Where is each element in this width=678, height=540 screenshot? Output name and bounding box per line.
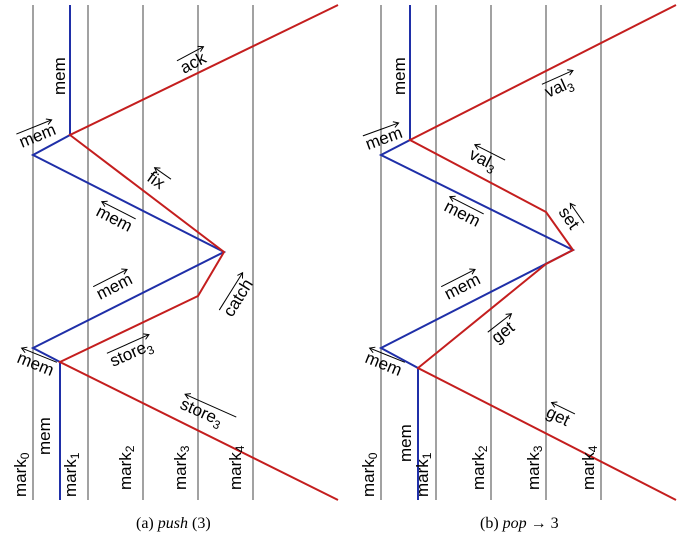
arrowhead-icon	[550, 401, 558, 408]
arrowhead-icon	[237, 271, 244, 279]
arrowhead-icon	[569, 202, 576, 210]
mark4-label: mark4	[226, 445, 247, 490]
mark4-label: mark4	[579, 445, 600, 490]
arrowhead-icon	[121, 268, 128, 275]
arrowhead-icon	[567, 69, 574, 76]
get-mid-label: get	[488, 317, 519, 347]
mem-mid1-label: mem	[93, 202, 135, 236]
caption-push: (a) push (3)	[136, 515, 211, 532]
arrowhead-icon	[392, 121, 400, 128]
arrowhead-icon	[184, 393, 191, 400]
left-arrow-icon	[101, 201, 136, 220]
get-low-label: get	[543, 403, 573, 431]
right-arrow-icon	[218, 272, 244, 311]
right-arrow-icon	[92, 268, 128, 288]
right-arrow-icon	[176, 46, 204, 62]
arrowhead-icon	[473, 143, 481, 150]
mark2-label: mark2	[116, 445, 137, 490]
mem-bottom-label: mem	[15, 348, 57, 380]
arrowhead-icon	[448, 195, 456, 202]
store-mid-label: store3	[107, 335, 157, 373]
left-arrow-icon	[369, 347, 406, 363]
caption-pop: (b) pop → 3	[480, 515, 559, 532]
mark3-label: mark3	[524, 445, 545, 490]
mem-top-label: mem	[50, 57, 69, 95]
left-arrow-icon	[551, 402, 576, 415]
right-arrow-icon	[362, 122, 399, 137]
mem-bottom-vertical: mem	[396, 424, 415, 462]
red-path	[57, 4, 339, 501]
arrowhead-icon	[45, 118, 53, 125]
arrowhead-icon	[505, 313, 513, 320]
mark3-label: mark3	[171, 445, 192, 490]
left-arrow-icon	[184, 393, 237, 418]
right-arrow-icon	[16, 119, 52, 135]
mem-arrow-label: mem	[363, 123, 405, 154]
mem-mid2-label: mem	[93, 269, 135, 303]
arrowhead-icon	[153, 167, 161, 174]
red-path	[407, 4, 677, 501]
arrowhead-icon	[469, 268, 476, 275]
arrowhead-icon	[368, 346, 376, 354]
right-arrow-icon	[487, 313, 512, 333]
left-arrow-icon	[449, 196, 484, 215]
left-arrow-icon	[474, 144, 506, 161]
right-arrow-icon	[106, 334, 150, 354]
mem-bottom-vertical: mem	[35, 417, 54, 455]
left-arrow-icon	[154, 167, 172, 180]
panel-pop: mem mem val3 val3 set mem mem	[359, 4, 677, 532]
mark1-label: mark1	[61, 452, 82, 497]
right-arrow-icon	[440, 268, 476, 288]
arrowhead-icon	[197, 45, 205, 52]
mark0-label: mark0	[11, 452, 32, 497]
right-arrow-icon	[541, 70, 574, 85]
panel-push: mem mem ack fix mem mem catch	[11, 4, 339, 532]
mark1-label: mark1	[413, 452, 434, 497]
arrowhead-icon	[143, 333, 150, 340]
left-arrow-icon	[569, 203, 585, 224]
val-top-label: val3	[542, 73, 577, 105]
mark0-label: mark0	[359, 452, 380, 497]
mem-bottom-label: mem	[363, 348, 405, 380]
mark2-label: mark2	[469, 445, 490, 490]
store-low-label: store3	[176, 394, 226, 432]
mem-arrow-label: mem	[16, 120, 58, 152]
arrowhead-icon	[100, 200, 108, 207]
catch-label: catch	[219, 276, 257, 321]
left-arrow-icon	[21, 347, 58, 363]
mem-top-label: mem	[390, 57, 409, 95]
arrowhead-icon	[20, 346, 28, 354]
